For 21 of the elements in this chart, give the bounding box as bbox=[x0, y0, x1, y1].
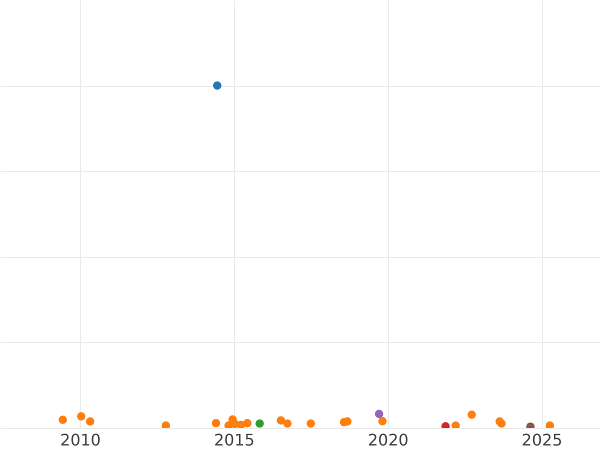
point bbox=[378, 416, 387, 426]
point bbox=[306, 419, 315, 428]
point bbox=[546, 421, 554, 428]
point bbox=[162, 421, 170, 428]
x-tick-label: 2015 bbox=[214, 430, 255, 450]
point bbox=[212, 419, 220, 428]
point bbox=[468, 410, 476, 419]
point bbox=[283, 419, 292, 428]
x-tick-label: 2025 bbox=[522, 430, 562, 450]
x-tick-label: 2010 bbox=[60, 430, 101, 450]
point bbox=[86, 417, 94, 426]
point bbox=[256, 419, 264, 428]
point bbox=[213, 81, 222, 90]
point bbox=[276, 416, 286, 425]
point bbox=[77, 412, 86, 421]
point bbox=[58, 416, 67, 424]
x-tick-label: 2020 bbox=[368, 430, 409, 450]
point bbox=[236, 420, 246, 428]
point bbox=[374, 410, 384, 418]
point bbox=[452, 421, 460, 428]
point bbox=[243, 419, 252, 428]
